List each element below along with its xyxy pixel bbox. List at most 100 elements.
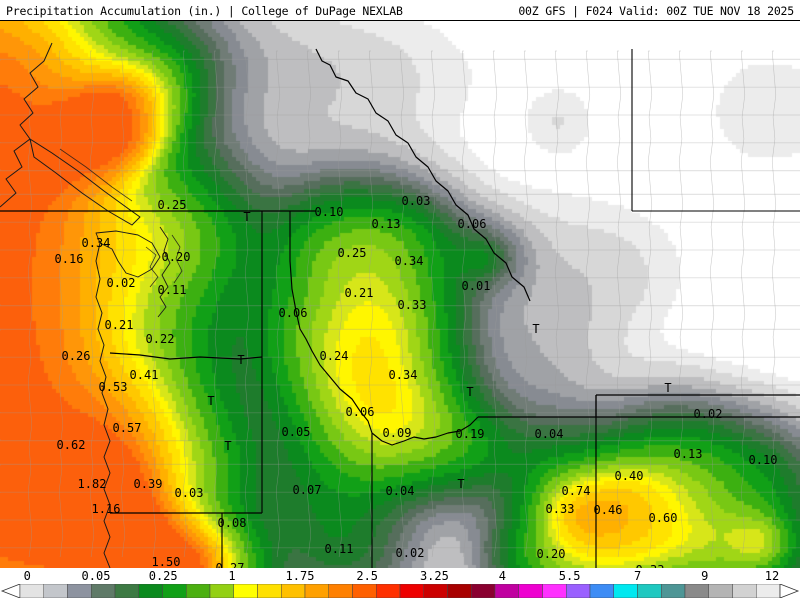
precip-value-label: 0.19 bbox=[455, 427, 485, 441]
precip-value-label: 0.34 bbox=[81, 236, 111, 250]
colorbar-swatch-20 bbox=[494, 584, 519, 598]
colorbar-swatch-8 bbox=[209, 584, 234, 598]
colorbar-tick-5: 2.5 bbox=[356, 569, 379, 583]
colorbar-tick-8: 5.5 bbox=[558, 569, 581, 583]
colorbar-tick-labels: 0 0.05 0.25 1 1.75 2.5 3.25 4 5.5 7 9 12 bbox=[0, 568, 800, 583]
precip-value-label: 0.22 bbox=[145, 332, 175, 346]
geo-line bbox=[554, 50, 560, 558]
colorbar-swatch-23 bbox=[566, 584, 591, 598]
colorbar-swatch-10 bbox=[257, 584, 282, 598]
map-panel[interactable]: 0.25 0.34 0.16 0.20 0.02 0.11 0.21 0.22 0.26 0.41… bbox=[0, 21, 800, 569]
geo-line bbox=[0, 491, 800, 493]
precip-value-label: 0.21 bbox=[104, 318, 134, 332]
precip-value-label: 0.03 bbox=[401, 194, 431, 208]
geo-line bbox=[29, 138, 141, 226]
geo-line bbox=[120, 50, 126, 558]
geography-overlay bbox=[0, 42, 800, 568]
colorbar-swatch-25 bbox=[613, 584, 638, 598]
precip-value-label: 0.60 bbox=[648, 511, 678, 525]
precip-value-label: 0.41 bbox=[129, 368, 159, 382]
precip-value-label: 0.25 bbox=[157, 198, 187, 212]
geo-line bbox=[585, 50, 591, 558]
trace-precip-label: T bbox=[243, 210, 251, 224]
colorbar-swatch-16 bbox=[399, 584, 424, 598]
colorbar-tick-4: 1.75 bbox=[285, 569, 315, 583]
colorbar-swatch-1 bbox=[43, 584, 68, 598]
colorbar-swatch-17 bbox=[423, 584, 448, 598]
colorbar-tick-2: 0.25 bbox=[148, 569, 178, 583]
geo-line bbox=[0, 547, 800, 549]
geo-line bbox=[59, 148, 133, 202]
geo-line bbox=[371, 416, 479, 446]
colorbar-swatch-0 bbox=[19, 584, 44, 598]
precip-value-label: 0.33 bbox=[636, 563, 665, 568]
colorbar-tick-0: 0 bbox=[23, 569, 31, 583]
precip-value-label: 0.03 bbox=[174, 486, 204, 500]
precip-value-label: 0.34 bbox=[388, 368, 418, 382]
geo-line bbox=[213, 50, 219, 558]
precip-value-label: 0.04 bbox=[534, 427, 564, 441]
geo-line bbox=[430, 50, 436, 558]
geo-line bbox=[0, 86, 800, 88]
geo-line bbox=[315, 48, 531, 302]
precip-value-label: 0.06 bbox=[345, 405, 375, 419]
colorbar-swatch-22 bbox=[542, 584, 567, 598]
precip-value-label: 1.16 bbox=[91, 502, 121, 516]
geo-line bbox=[95, 242, 111, 568]
colorbar-tick-6: 3.25 bbox=[419, 569, 449, 583]
geo-line bbox=[740, 50, 746, 558]
precip-value-label: 0.20 bbox=[161, 250, 191, 264]
geo-line bbox=[58, 50, 64, 558]
geo-line bbox=[461, 50, 467, 558]
geo-line bbox=[145, 246, 159, 288]
geo-line bbox=[647, 50, 653, 558]
geo-line bbox=[492, 50, 498, 558]
precip-value-label: 0.33 bbox=[545, 502, 575, 516]
geo-line bbox=[27, 50, 33, 558]
colorbar-tick-3: 1 bbox=[228, 569, 236, 583]
trace-precip-label: T bbox=[457, 477, 465, 491]
colorbar-swatch-15 bbox=[376, 584, 401, 598]
precip-value-label: 0.39 bbox=[133, 477, 163, 491]
colorbar-swatch-29 bbox=[708, 584, 733, 598]
colorbar-swatch-2 bbox=[67, 584, 92, 598]
colorbar-swatch-7 bbox=[186, 584, 211, 598]
precip-value-label: 0.08 bbox=[217, 516, 247, 530]
trace-precip-label: T bbox=[237, 353, 245, 367]
geo-line bbox=[0, 356, 800, 358]
precip-value-label: 0.53 bbox=[98, 380, 128, 394]
geo-line bbox=[0, 463, 800, 466]
geo-line bbox=[678, 50, 684, 558]
geo-line bbox=[523, 50, 529, 558]
geo-line bbox=[709, 50, 715, 558]
colorbar-swatch-3 bbox=[91, 584, 116, 598]
colorbar-tick-1: 0.05 bbox=[81, 569, 111, 583]
precip-value-label: 0.02 bbox=[693, 407, 723, 421]
geo-line bbox=[0, 193, 800, 196]
colorbar-swatch-9 bbox=[233, 584, 258, 598]
colorbar-swatch-24 bbox=[589, 584, 614, 598]
colorbar-tick-11: 12 bbox=[764, 569, 780, 583]
colorbar-swatches bbox=[0, 584, 800, 598]
colorbar-swatch-4 bbox=[114, 584, 139, 598]
colorbar-swatch-12 bbox=[304, 584, 329, 598]
header-bar: Precipitation Accumulation (in.) | Colle… bbox=[0, 0, 800, 21]
geo-line bbox=[0, 412, 800, 414]
precip-value-label: 0.13 bbox=[371, 217, 401, 231]
colorbar-swatch-30 bbox=[732, 584, 757, 598]
trace-precip-label: T bbox=[466, 385, 474, 399]
precip-value-label: 0.33 bbox=[397, 298, 427, 312]
trace-precip-label: T bbox=[664, 381, 672, 395]
colorbar-swatch-14 bbox=[352, 584, 377, 598]
colorbar-swatch-19 bbox=[471, 584, 496, 598]
geo-line bbox=[289, 211, 373, 434]
colorbar-tick-7: 4 bbox=[498, 569, 507, 583]
precip-value-label: 0.11 bbox=[324, 542, 354, 556]
geo-line bbox=[182, 50, 188, 558]
precip-value-label: 1.50 bbox=[151, 555, 181, 569]
geo-line bbox=[771, 50, 777, 558]
page-title: Precipitation Accumulation (in.) | Colle… bbox=[6, 4, 403, 18]
precip-value-label: 0.20 bbox=[536, 547, 566, 561]
colorbar-swatch-27 bbox=[661, 584, 686, 598]
